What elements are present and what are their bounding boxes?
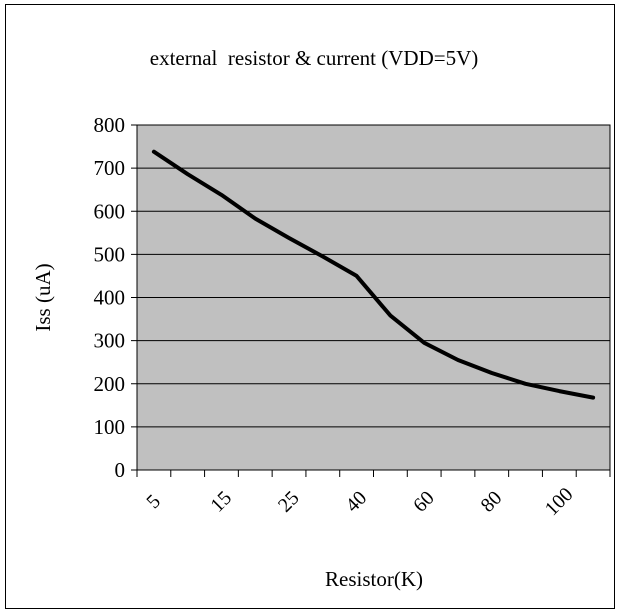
x-tick-label: 15 <box>206 487 236 517</box>
y-tick-label: 600 <box>94 199 126 223</box>
y-tick-label: 100 <box>94 415 126 439</box>
x-axis-label: Resistor(K) <box>325 567 423 591</box>
y-axis: 0 100 200 300 400 500 600 700 800 <box>94 113 137 482</box>
y-tick-label: 700 <box>94 156 126 180</box>
x-axis: 5 15 25 40 60 80 100 <box>136 470 611 520</box>
x-tick-label: 80 <box>477 487 507 517</box>
y-tick-label: 200 <box>94 372 126 396</box>
x-tick-label: 25 <box>274 487 304 517</box>
grid-lines <box>137 167 610 428</box>
x-tick-label: 100 <box>541 483 578 520</box>
y-tick-label: 800 <box>94 113 126 137</box>
x-tick-label: 40 <box>342 487 372 517</box>
x-tick-label: 5 <box>142 490 165 513</box>
y-tick-label: 300 <box>94 329 126 353</box>
chart-title: external resistor & current (VDD=5V) <box>150 46 478 70</box>
y-tick-label: 0 <box>115 458 126 482</box>
y-tick-label: 400 <box>94 286 126 310</box>
y-axis-label: Iss (uA) <box>31 263 55 331</box>
x-tick-label: 60 <box>409 487 439 517</box>
series-group <box>151 149 596 400</box>
series-line-0 <box>151 149 596 400</box>
y-tick-label: 500 <box>94 242 126 266</box>
